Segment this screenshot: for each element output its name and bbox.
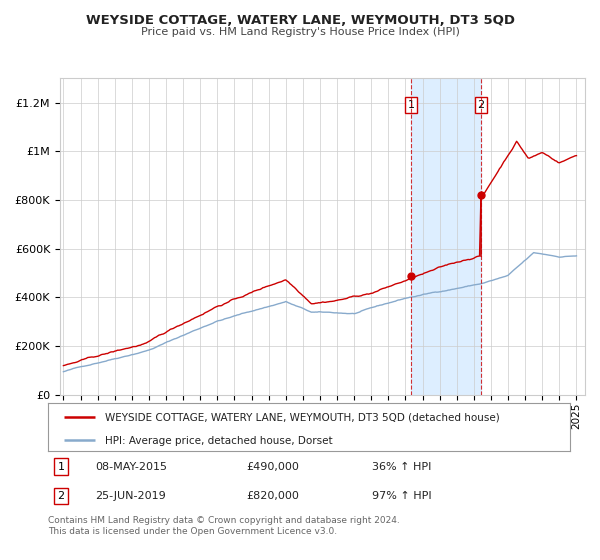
Bar bbox=[411, 78, 481, 395]
Text: WEYSIDE COTTAGE, WATERY LANE, WEYMOUTH, DT3 5QD (detached house): WEYSIDE COTTAGE, WATERY LANE, WEYMOUTH, … bbox=[106, 413, 500, 422]
Text: 2: 2 bbox=[478, 100, 485, 110]
Text: £490,000: £490,000 bbox=[247, 461, 299, 472]
Text: Price paid vs. HM Land Registry's House Price Index (HPI): Price paid vs. HM Land Registry's House … bbox=[140, 27, 460, 37]
Text: 2: 2 bbox=[58, 491, 65, 501]
Text: 08-MAY-2015: 08-MAY-2015 bbox=[95, 461, 167, 472]
Text: HPI: Average price, detached house, Dorset: HPI: Average price, detached house, Dors… bbox=[106, 436, 333, 446]
Text: 1: 1 bbox=[407, 100, 415, 110]
Text: £820,000: £820,000 bbox=[247, 491, 299, 501]
Text: 1: 1 bbox=[58, 461, 65, 472]
Text: 36% ↑ HPI: 36% ↑ HPI bbox=[371, 461, 431, 472]
Text: 25-JUN-2019: 25-JUN-2019 bbox=[95, 491, 166, 501]
Text: WEYSIDE COTTAGE, WATERY LANE, WEYMOUTH, DT3 5QD: WEYSIDE COTTAGE, WATERY LANE, WEYMOUTH, … bbox=[86, 14, 515, 27]
Text: 97% ↑ HPI: 97% ↑ HPI bbox=[371, 491, 431, 501]
Text: Contains HM Land Registry data © Crown copyright and database right 2024.
This d: Contains HM Land Registry data © Crown c… bbox=[48, 516, 400, 536]
